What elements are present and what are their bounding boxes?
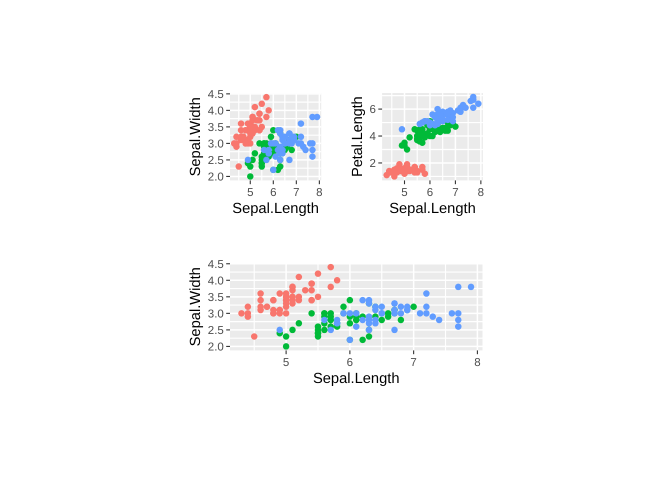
svg-text:4.0: 4.0 (208, 105, 224, 117)
svg-text:3.5: 3.5 (208, 122, 224, 134)
svg-text:7: 7 (410, 357, 416, 369)
svg-text:4.5: 4.5 (208, 89, 224, 101)
svg-text:7: 7 (452, 187, 458, 199)
svg-text:Sepal.Length: Sepal.Length (313, 371, 400, 387)
svg-text:Sepal.Width: Sepal.Width (188, 267, 204, 346)
svg-text:5: 5 (247, 187, 253, 199)
svg-text:Petal.Length: Petal.Length (350, 96, 366, 176)
svg-text:2.5: 2.5 (208, 325, 224, 337)
svg-text:8: 8 (474, 357, 480, 369)
svg-text:Sepal.Width: Sepal.Width (188, 97, 204, 176)
svg-text:6: 6 (270, 187, 276, 199)
svg-text:Sepal.Length: Sepal.Length (389, 201, 476, 217)
svg-text:3.5: 3.5 (208, 292, 224, 304)
svg-text:4.5: 4.5 (208, 259, 224, 271)
svg-text:2.0: 2.0 (208, 341, 224, 353)
svg-text:Sepal.Length: Sepal.Length (232, 201, 319, 217)
svg-text:7: 7 (293, 187, 299, 199)
svg-text:5: 5 (401, 187, 407, 199)
svg-text:5: 5 (283, 357, 289, 369)
svg-text:8: 8 (478, 187, 484, 199)
svg-text:3.0: 3.0 (208, 138, 224, 150)
svg-text:4: 4 (369, 131, 376, 143)
svg-text:4.0: 4.0 (208, 275, 224, 287)
svg-text:2.5: 2.5 (208, 155, 224, 167)
svg-text:6: 6 (427, 187, 433, 199)
svg-text:6: 6 (369, 104, 375, 116)
svg-text:2.0: 2.0 (208, 171, 224, 183)
svg-text:6: 6 (347, 357, 353, 369)
svg-text:8: 8 (316, 187, 322, 199)
svg-text:3.0: 3.0 (208, 308, 224, 320)
svg-text:2: 2 (369, 158, 375, 170)
